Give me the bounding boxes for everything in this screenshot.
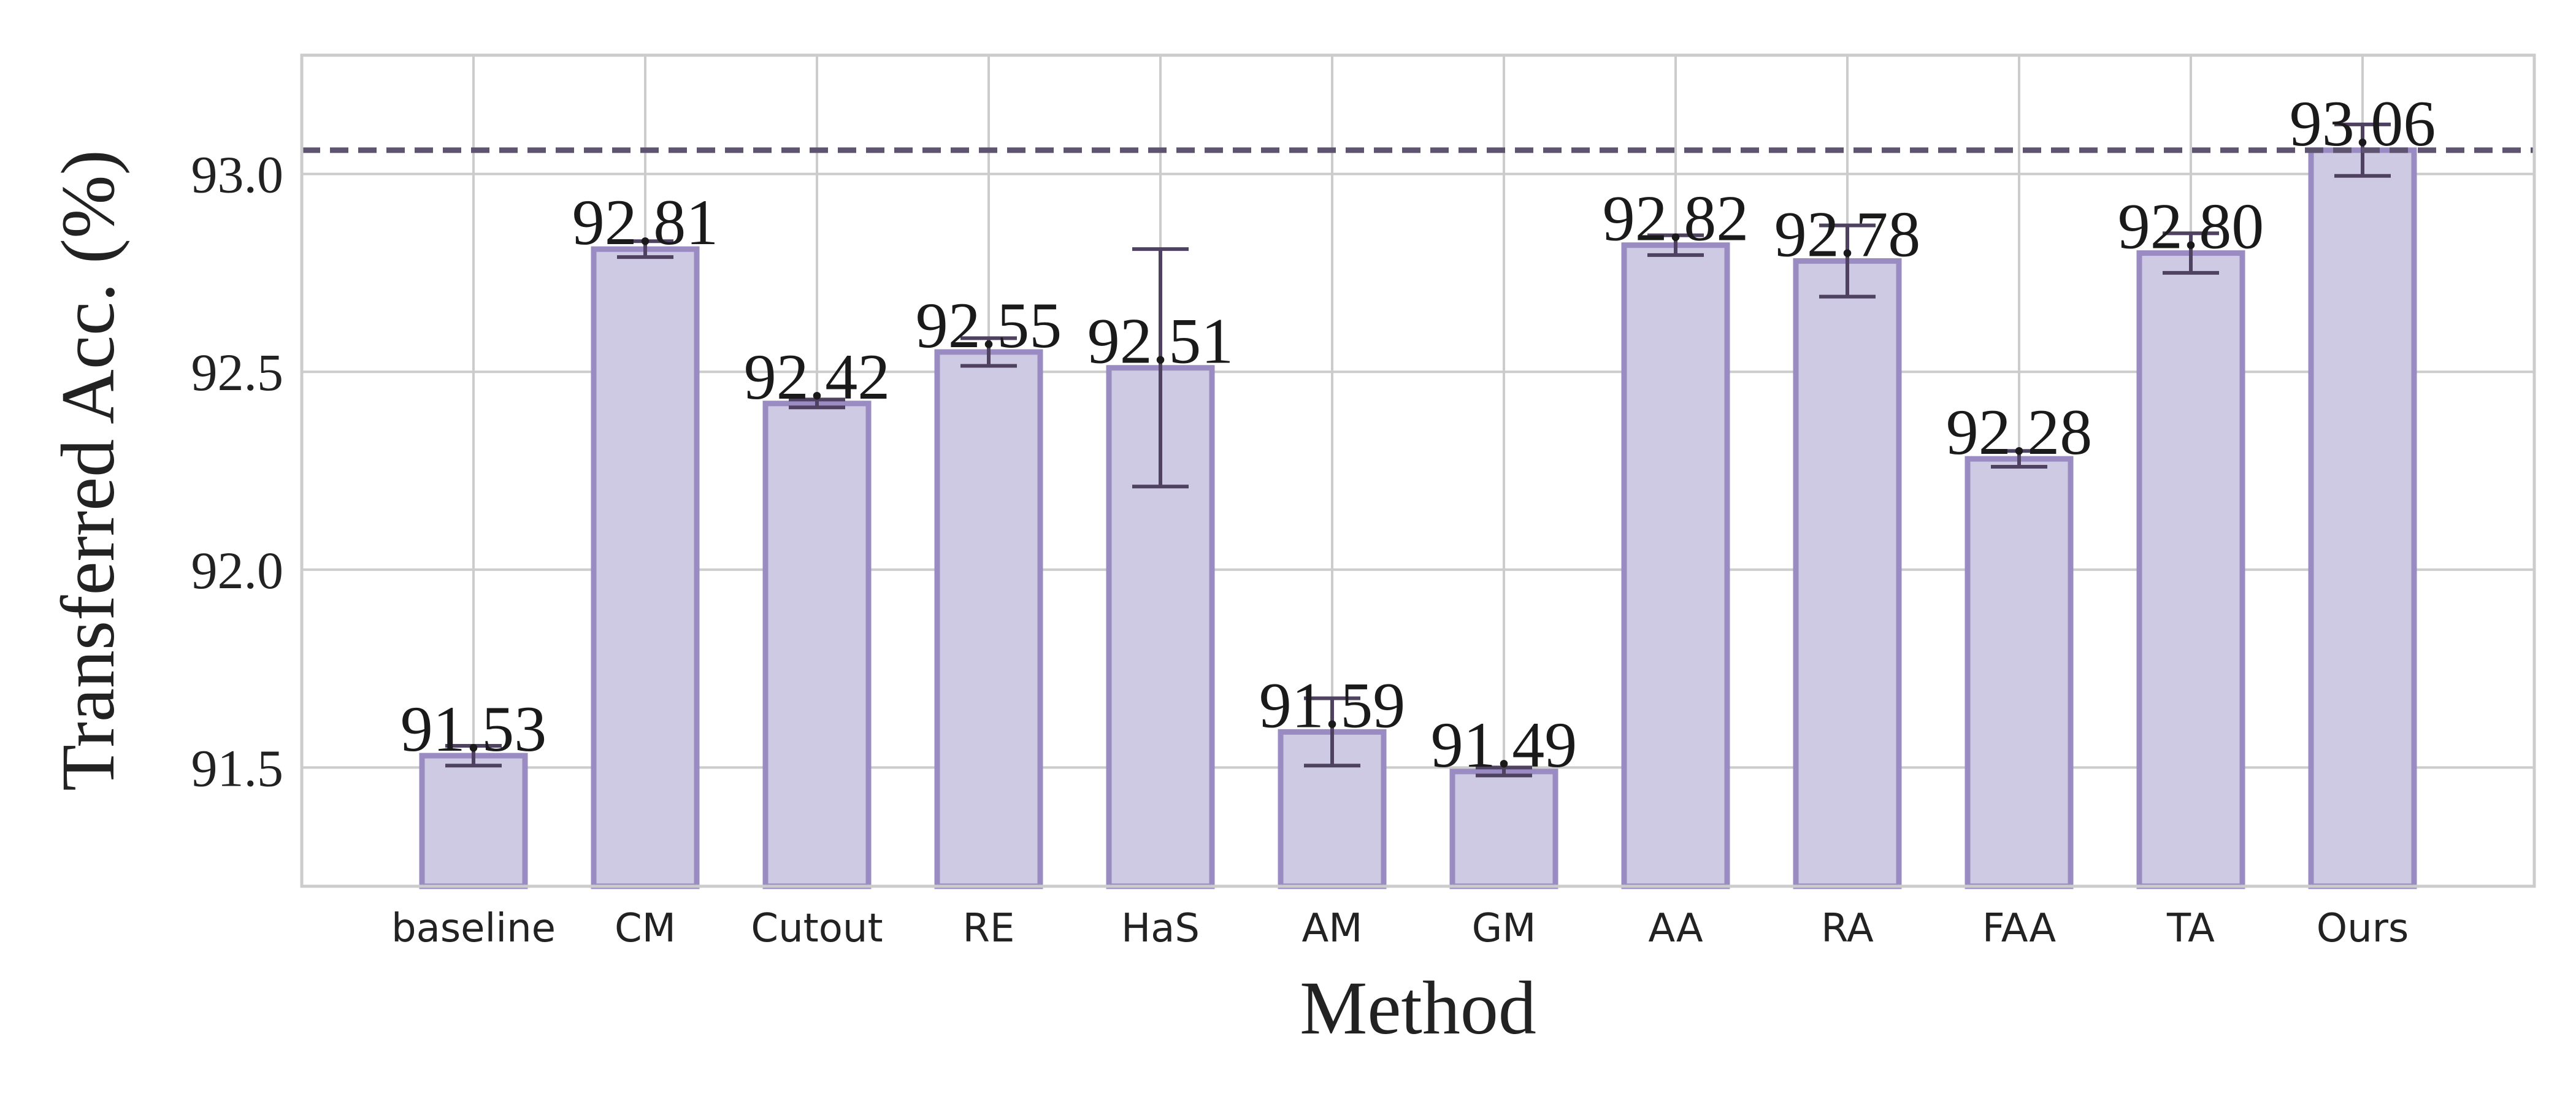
x-tick-label: RA xyxy=(1821,906,1874,951)
y-tick-labels: 91.5 92.0 92.5 93.0 xyxy=(191,145,284,798)
x-tick-label: Cutout xyxy=(751,906,883,951)
data-label: 91.49 xyxy=(1431,709,1577,781)
x-tick-label: FAA xyxy=(1982,906,2057,951)
data-label: 92.28 xyxy=(1946,396,2093,468)
bar-ra xyxy=(1793,258,1902,889)
data-label: 91.53 xyxy=(401,693,547,765)
x-tick-label: TA xyxy=(2166,906,2215,951)
bar-baseline xyxy=(419,753,528,889)
plot-frame xyxy=(300,53,2536,888)
x-tick-label: AA xyxy=(1648,906,1703,951)
x-tick-label: Ours xyxy=(2317,906,2409,951)
x-tick-label: HaS xyxy=(1121,906,1200,951)
x-tick-label: CM xyxy=(615,906,676,951)
bar-aa xyxy=(1621,242,1730,889)
bar-gm xyxy=(1449,769,1558,889)
data-label: 92.80 xyxy=(2118,191,2264,263)
bar-cm xyxy=(591,246,700,889)
x-tick-label: baseline xyxy=(391,906,556,951)
error-bars xyxy=(445,122,2391,778)
data-label: 92.55 xyxy=(916,289,1062,361)
bar-re xyxy=(934,349,1043,889)
y-axis-label: Transferred Acc. (%) xyxy=(46,150,130,791)
x-tick-label: GM xyxy=(1472,906,1536,951)
bar-cutout xyxy=(762,401,872,889)
data-label: 93.06 xyxy=(2290,88,2436,159)
x-tick-labels: baseline CM Cutout RE HaS AM GM AA RA FAA TA Ours xyxy=(391,906,2409,951)
x-tick-label: RE xyxy=(963,906,1015,951)
data-label: 92.78 xyxy=(1774,199,1921,270)
data-label: 92.81 xyxy=(572,186,719,258)
data-label: 92.51 xyxy=(1087,305,1234,377)
y-tick-label: 91.5 xyxy=(191,738,284,797)
data-label: 91.59 xyxy=(1259,669,1406,741)
data-label: 92.42 xyxy=(744,341,891,413)
x-tick-label: AM xyxy=(1302,906,1363,951)
bar-ours xyxy=(2308,147,2417,889)
data-labels: 91.53 92.81 92.42 92.55 92.51 91.59 91.49 92.82… xyxy=(401,88,2436,781)
x-axis-label: Method xyxy=(1300,966,1536,1050)
y-tick-label: 93.0 xyxy=(191,145,284,204)
data-label: 92.82 xyxy=(1603,183,1749,255)
y-tick-label: 92.5 xyxy=(191,343,284,402)
bar-ta xyxy=(2136,250,2245,889)
y-tick-label: 92.0 xyxy=(191,541,284,600)
bar-faa xyxy=(1965,456,2074,889)
